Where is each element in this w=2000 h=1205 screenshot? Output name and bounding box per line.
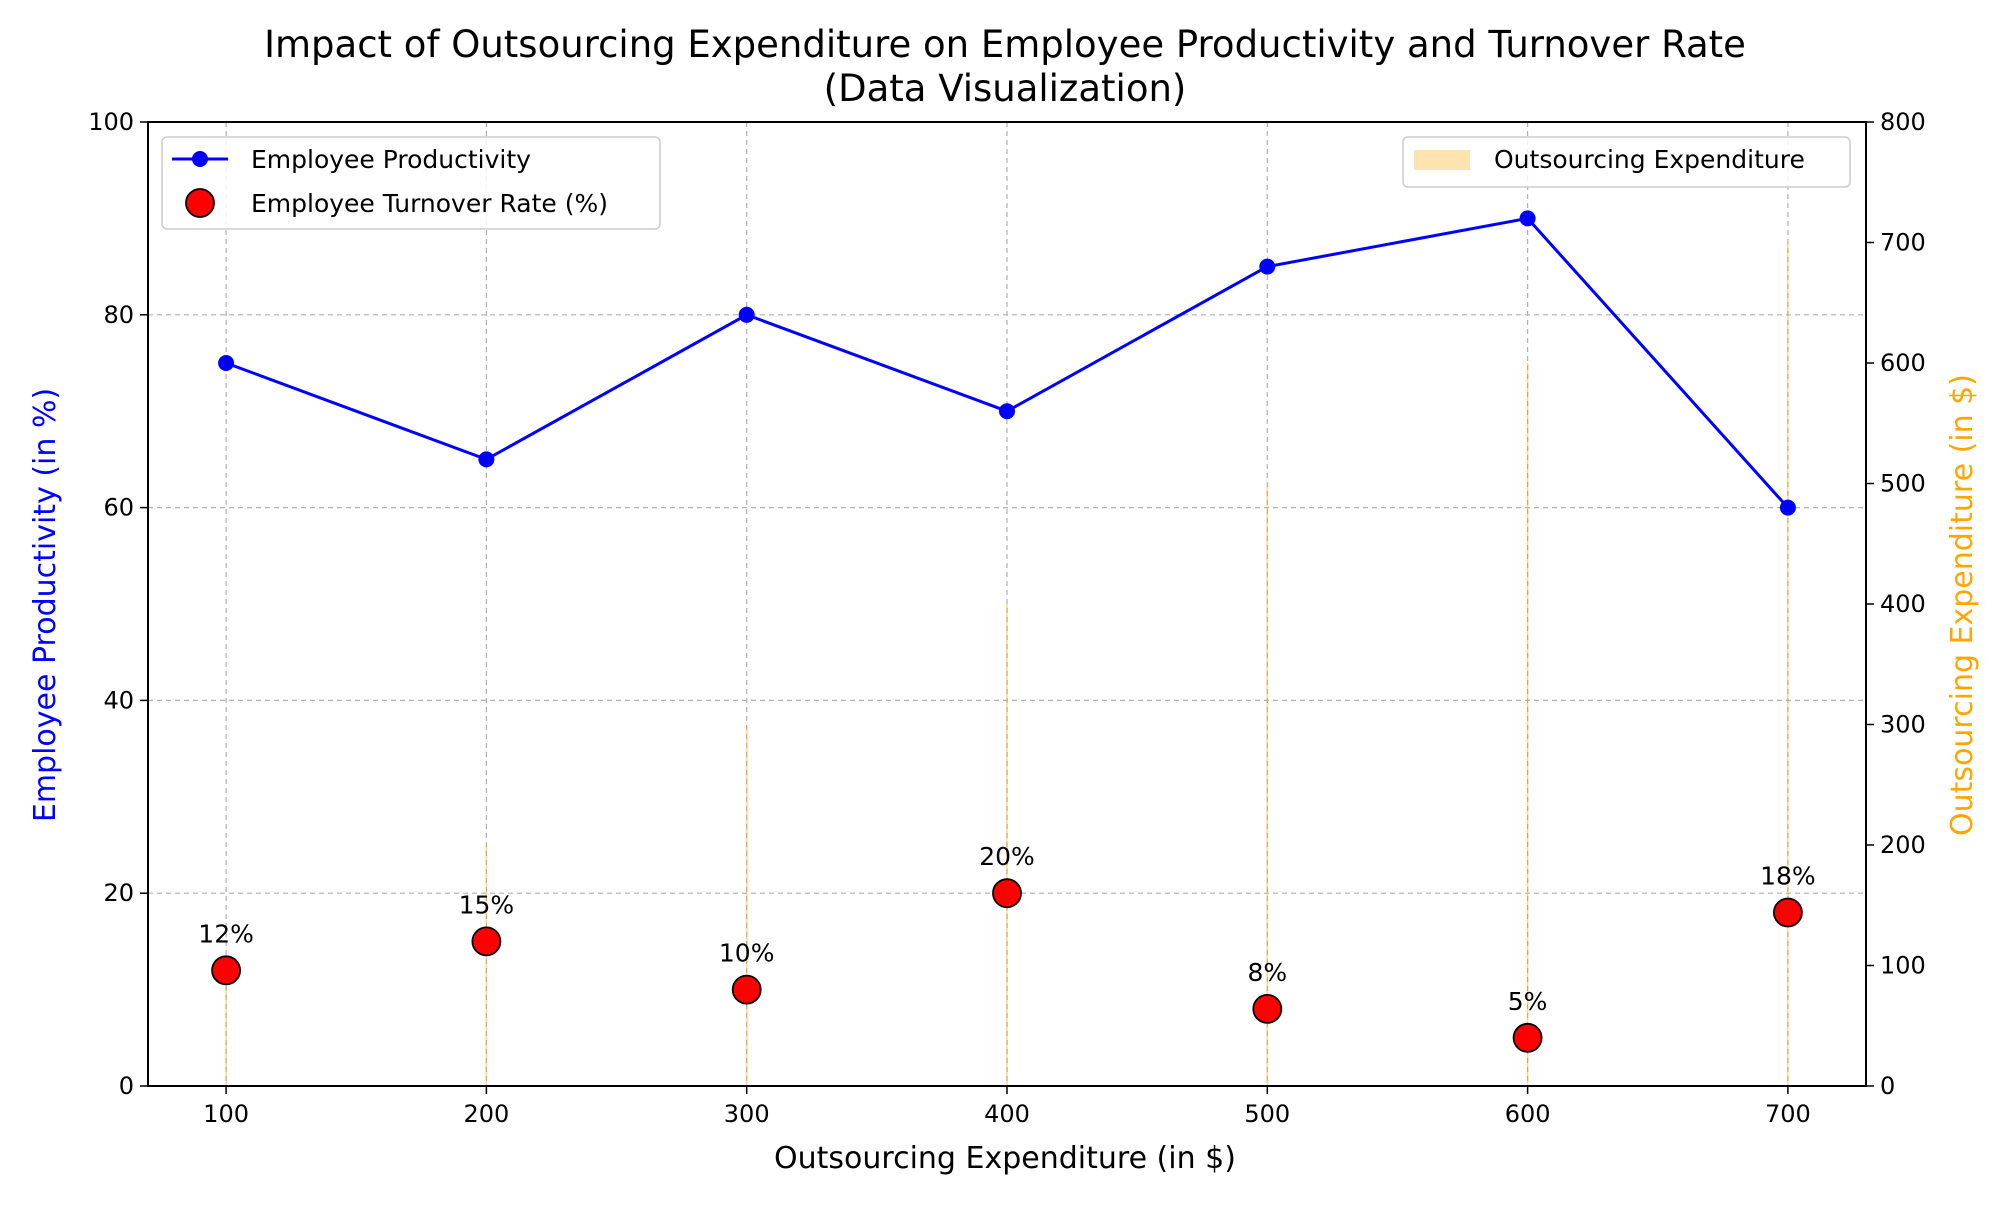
y2-tick-label-0: 0 (1880, 1072, 1895, 1100)
scatter-layer (211, 878, 1803, 1053)
turnover-label-6: 18% (1760, 861, 1816, 890)
legend-scatter-marker (185, 188, 215, 218)
turnover-point-3 (992, 878, 1022, 909)
chart-subtitle: (Data Visualization) (824, 67, 1187, 110)
expenditure-bar-2 (745, 724, 748, 1086)
turnover-label-3: 20% (979, 842, 1035, 871)
turnover-point-0 (211, 955, 241, 986)
expenditure-bar-0 (225, 965, 227, 1086)
x-axis-title: Outsourcing Expenditure (in $) (774, 1141, 1236, 1176)
x-tick-label-5: 600 (1505, 1100, 1551, 1128)
bar-layer (225, 242, 1789, 1086)
expenditure-bar-1 (485, 845, 488, 1086)
legend-bar-swatch (1414, 150, 1470, 170)
y-tick-label-0: 0 (119, 1072, 134, 1100)
x-tick-label-4: 500 (1244, 1100, 1290, 1128)
expenditure-bar-5 (1526, 363, 1529, 1086)
y2-tick-label-7: 700 (1880, 229, 1926, 257)
y-tick-label-3: 60 (103, 494, 134, 522)
legend-right: Outsourcing Expenditure (1402, 136, 1851, 188)
x-tick-label-3: 400 (984, 1100, 1030, 1128)
legend-label-productivity: Employee Productivity (251, 145, 531, 174)
productivity-point-6 (1779, 499, 1796, 516)
legend-label-turnover: Employee Turnover Rate (%) (251, 189, 608, 218)
turnover-point-6 (1773, 897, 1803, 928)
expenditure-bar-6 (1787, 242, 1789, 1086)
productivity-point-3 (999, 403, 1015, 420)
x-tick-label-0: 100 (203, 1100, 249, 1128)
productivity-point-5 (1519, 210, 1536, 227)
y-tick-label-4: 80 (103, 301, 134, 329)
turnover-label-4: 8% (1247, 958, 1287, 987)
legend-left: Employee Productivity Employee Turnover … (161, 136, 661, 230)
y-tick-label-1: 20 (103, 879, 134, 907)
y2-tick-label-5: 500 (1880, 470, 1926, 498)
y2-tick-label-3: 300 (1880, 711, 1926, 739)
turnover-label-1: 15% (459, 890, 515, 919)
turnover-label-5: 5% (1508, 987, 1548, 1016)
legend-label-expenditure: Outsourcing Expenditure (1494, 145, 1805, 174)
productivity-point-4 (1259, 258, 1276, 275)
legend-left-frame (161, 136, 661, 230)
y-tick-label-5: 100 (88, 108, 134, 136)
x-tick-label-1: 200 (463, 1100, 509, 1128)
turnover-point-2 (731, 974, 762, 1005)
chart-title: Impact of Outsourcing Expenditure on Emp… (264, 23, 1746, 66)
y-tick-label-2: 40 (103, 686, 134, 714)
turnover-label-0: 12% (198, 919, 254, 948)
y2-tick-label-8: 800 (1880, 108, 1926, 136)
y2-axis-title: Outsourcing Expenditure (in $) (1945, 374, 1980, 836)
turnover-point-1 (471, 926, 502, 957)
y-axis-title: Employee Productivity (in %) (28, 388, 63, 822)
expenditure-bar-3 (1006, 604, 1008, 1086)
expenditure-bar-4 (1266, 483, 1269, 1086)
line-layer (218, 210, 1796, 516)
legend-line-marker (192, 151, 208, 167)
y2-tick-label-2: 200 (1880, 831, 1926, 859)
turnover-point-5 (1512, 1022, 1543, 1053)
y2-tick-label-1: 100 (1880, 952, 1926, 980)
y2-tick-label-4: 400 (1880, 590, 1926, 618)
x-tick-label-2: 300 (724, 1100, 770, 1128)
turnover-label-2: 10% (719, 939, 775, 968)
productivity-point-0 (218, 355, 235, 371)
productivity-point-2 (738, 306, 755, 323)
productivity-point-1 (478, 451, 495, 468)
axis-layer: 100 200 300 400 500 600 700 0 20 40 60 80 100 0 100 200… (88, 108, 1926, 1128)
y2-tick-label-6: 600 (1880, 349, 1926, 377)
x-tick-label-6: 700 (1765, 1100, 1811, 1128)
label-layer: 12% 15% 10% 20% 8% 5% 18% (198, 842, 1815, 1016)
legend-right-frame (1402, 136, 1851, 188)
turnover-point-4 (1252, 993, 1283, 1024)
